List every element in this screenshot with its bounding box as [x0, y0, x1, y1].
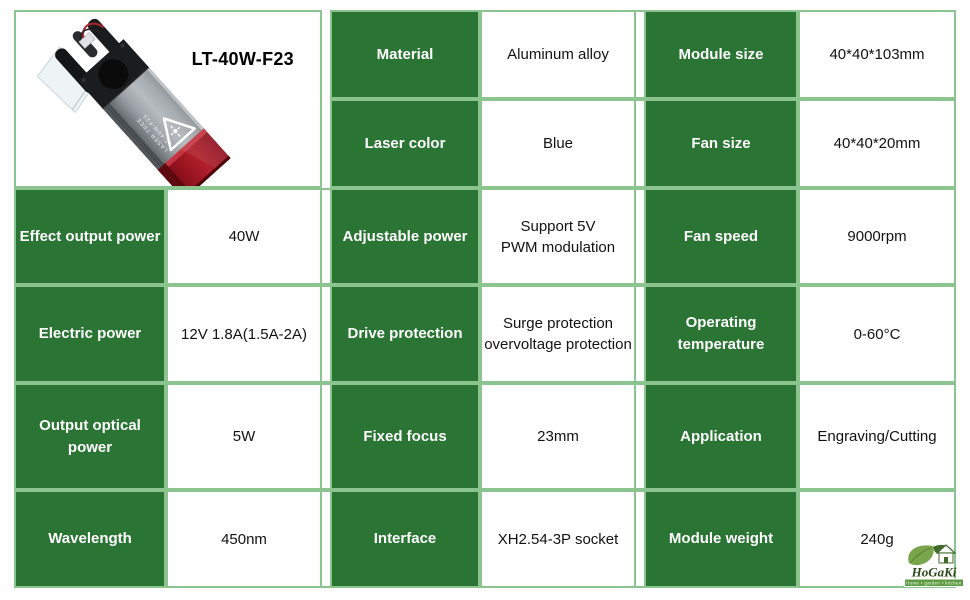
spec-value-cell: Engraving/Cutting	[798, 383, 956, 490]
table-gap	[636, 383, 644, 490]
spec-label-cell: Drive protection	[330, 285, 480, 383]
spec-label-cell: Fan size	[644, 99, 798, 188]
spec-value-cell: 5W	[166, 383, 322, 490]
spec-value-cell: Aluminum alloy	[480, 10, 636, 99]
red-wire	[82, 22, 105, 38]
brand-logo: HoGaKi Home • garden • kitchen	[904, 544, 964, 587]
table-gap	[636, 10, 644, 99]
black-wire	[79, 28, 101, 41]
spec-value-cell: 9000rpm	[798, 188, 956, 285]
spec-value-cell: 240g	[798, 490, 956, 588]
spec-value-cell: 12V 1.8A(1.5A-2A)	[166, 285, 322, 383]
product-model-title: LT-40W-F23	[191, 49, 294, 69]
table-gap	[322, 10, 330, 188]
spec-value-cell: Blue	[480, 99, 636, 188]
fan-hub	[98, 59, 129, 90]
table-gap	[322, 188, 330, 285]
spec-label-cell: Interface	[330, 490, 480, 588]
spec-label-cell: Output optical power	[14, 383, 166, 490]
spec-label-cell: Module size	[644, 10, 798, 99]
table-gap	[636, 490, 644, 588]
spec-label-cell: Laser color	[330, 99, 480, 188]
logo-banner	[904, 578, 964, 587]
table-gap	[636, 188, 644, 285]
spec-label-cell: Material	[330, 10, 480, 99]
spec-label-cell: Module weight	[644, 490, 798, 588]
spec-value-cell: XH2.54-3P socket	[480, 490, 636, 588]
spec-label-cell: Fan speed	[644, 188, 798, 285]
spec-label-cell: Effect output power	[14, 188, 166, 285]
product-photo-cell: LASER TREE LT-40W-F23	[14, 10, 322, 188]
spec-label-cell: Application	[644, 383, 798, 490]
spec-label-cell: Electric power	[14, 285, 166, 383]
table-gap	[322, 383, 330, 490]
spec-value-cell: 40*40*20mm	[798, 99, 956, 188]
table-gap	[636, 99, 644, 188]
spec-label-cell: Wavelength	[14, 490, 166, 588]
spec-value-cell: 23mm	[480, 383, 636, 490]
spec-value-cell: 40W	[166, 188, 322, 285]
table-gap	[636, 285, 644, 383]
spec-label-cell: Fixed focus	[330, 383, 480, 490]
brand-name: HoGaKi	[911, 565, 957, 580]
laser-module-photo: LASER TREE LT-40W-F23	[36, 18, 231, 186]
spec-value-cell: 0-60°C	[798, 285, 956, 383]
spec-value-cell: 40*40*103mm	[798, 10, 956, 99]
spec-label-cell: Operating temperature	[644, 285, 798, 383]
spec-value-cell: 450nm	[166, 490, 322, 588]
laser-warning-triangle-icon	[162, 117, 196, 152]
house-icon	[935, 544, 957, 564]
spec-label-cell: Adjustable power	[330, 188, 480, 285]
table-gap	[322, 490, 330, 588]
spec-value-cell: Support 5V PWM modulation	[480, 188, 636, 285]
spec-value-cell: Surge protection overvoltage protection	[480, 285, 636, 383]
spec-table: LASER TREE LT-40W-F23	[14, 10, 956, 588]
leaf-icon	[908, 545, 934, 566]
brand-tagline: Home • garden • kitchen	[906, 580, 962, 585]
table-gap	[322, 285, 330, 383]
